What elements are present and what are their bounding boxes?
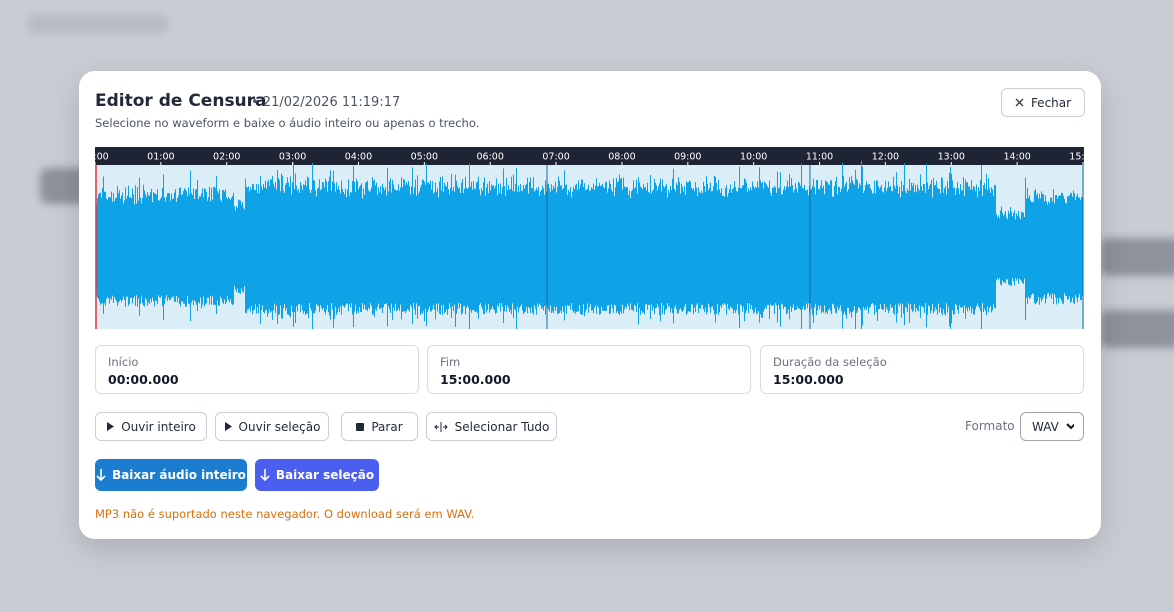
button-label: Parar <box>371 419 403 434</box>
field-label: Fim <box>440 355 461 369</box>
time-label: 04:00 <box>345 152 372 163</box>
modal: Editor de Censura • 21/02/2026 11:19:17 … <box>79 71 1101 539</box>
time-label: 06:00 <box>477 152 504 163</box>
icon <box>224 422 232 431</box>
field-label: Duração da seleção <box>773 355 887 369</box>
button-label: Ouvir seleção <box>238 419 321 434</box>
icon <box>433 421 448 432</box>
play-selection-button[interactable]: Ouvir seleção <box>215 412 329 441</box>
field: Início 00:00.000 <box>95 345 419 394</box>
subtitle: Selecione no waveform e baixe o áudio in… <box>95 116 480 130</box>
timeline <box>95 147 1084 165</box>
icon <box>356 422 365 431</box>
select-all-button[interactable]: Selecionar Tudo <box>426 412 557 441</box>
time-label: 03:00 <box>279 152 306 163</box>
format-label: Formato <box>965 419 1015 433</box>
play-all-button[interactable]: Ouvir inteiro <box>95 412 207 441</box>
warning: MP3 não é suportado neste navegador. O d… <box>95 507 475 521</box>
button-label: Ouvir inteiro <box>121 419 196 434</box>
time-label: 11:00 <box>806 152 833 163</box>
modal-title: Editor de Censura <box>95 91 267 111</box>
close-icon <box>1015 98 1024 107</box>
field-value: 15:00.000 <box>773 372 844 387</box>
field-value: 15:00.000 <box>440 372 511 387</box>
time-label: 02:00 <box>213 152 240 163</box>
time-label: 01:00 <box>147 152 174 163</box>
download-all-button[interactable]: Baixar áudio inteiro <box>95 459 247 491</box>
time-label: 13:00 <box>938 152 965 163</box>
close-button[interactable]: Fechar <box>1001 88 1085 117</box>
bg-block <box>1100 310 1174 348</box>
chevron <box>1066 423 1074 430</box>
time-label: 12:00 <box>872 152 899 163</box>
field: Fim 15:00.000 <box>427 345 751 394</box>
select-value: WAV <box>1032 419 1059 434</box>
timestamp: • 21/02/2026 11:19:17 <box>251 95 401 110</box>
time-label: 07:00 <box>542 152 569 163</box>
button-label: Selecionar Tudo <box>454 419 550 434</box>
time-label: 09:00 <box>674 152 701 163</box>
waveform[interactable]: 00:00 01:00 02:00 03:00 04:00 05:00 06:00 07:00… <box>95 147 1084 329</box>
bg-block <box>28 14 168 34</box>
icon <box>96 469 106 481</box>
stop-button[interactable]: Parar <box>341 412 418 441</box>
time-label: 00:00 <box>95 152 109 163</box>
bg-block <box>1100 238 1174 276</box>
time-label: 15:00 <box>1069 152 1084 163</box>
time-label: 14:00 <box>1003 152 1030 163</box>
field-label: Início <box>108 355 139 369</box>
close-label: Fechar <box>1030 95 1072 110</box>
time-label: 10:00 <box>740 152 767 163</box>
download-selection-button[interactable]: Baixar seleção <box>255 459 379 491</box>
time-label: 05:00 <box>411 152 438 163</box>
icon <box>107 422 115 431</box>
button-label: Baixar seleção <box>275 468 375 482</box>
format-select[interactable]: WAV <box>1020 412 1084 441</box>
button-label: Baixar áudio inteiro <box>112 468 246 482</box>
field-value: 00:00.000 <box>108 372 179 387</box>
icon <box>260 469 270 481</box>
time-label: 08:00 <box>608 152 635 163</box>
field: Duração da seleção 15:00.000 <box>760 345 1084 394</box>
